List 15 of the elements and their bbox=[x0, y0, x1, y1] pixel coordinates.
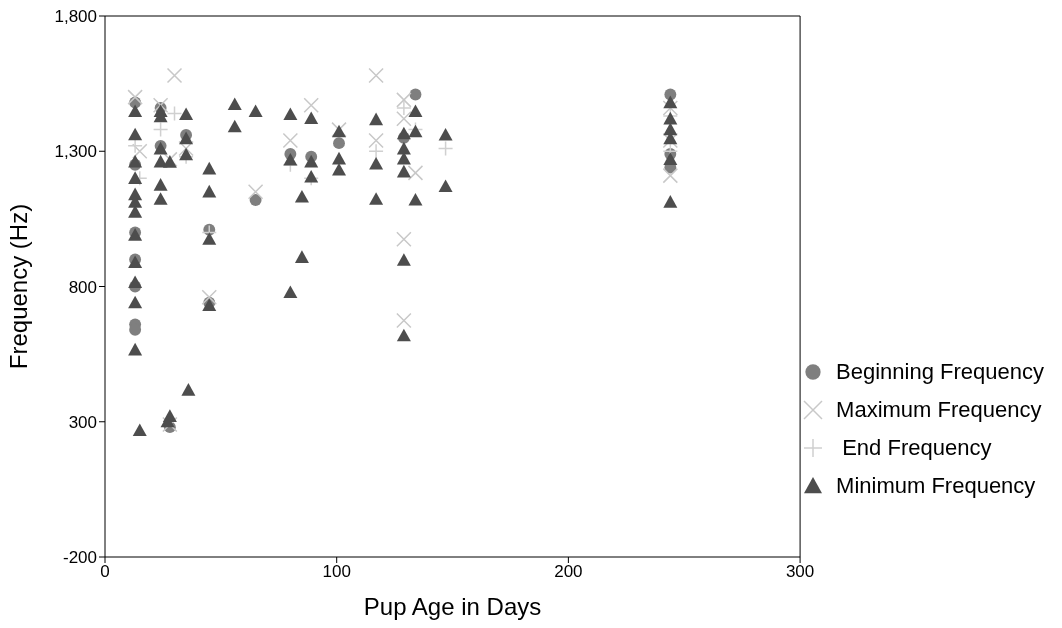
x-tick-label: 100 bbox=[322, 562, 351, 582]
y-axis-title: Frequency (Hz) bbox=[4, 203, 32, 370]
x-tick-label: 200 bbox=[554, 562, 583, 582]
y-tick-label: 300 bbox=[68, 412, 97, 432]
y-tick-label: 1,300 bbox=[54, 142, 97, 162]
legend-label: Minimum Frequency bbox=[836, 473, 1036, 499]
x-axis-title: Pup Age in Days bbox=[363, 593, 542, 620]
legend-label: Beginning Frequency bbox=[836, 359, 1044, 385]
y-tick-label: 1,800 bbox=[54, 7, 97, 27]
x-tick-label: 0 bbox=[100, 562, 110, 582]
y-tick-label: 800 bbox=[68, 277, 97, 297]
legend-label: End Frequency bbox=[841, 435, 992, 461]
x-tick-label: 300 bbox=[785, 562, 815, 582]
y-tick-label: -200 bbox=[62, 548, 97, 568]
legend-label: Maximum Frequency bbox=[836, 397, 1042, 423]
